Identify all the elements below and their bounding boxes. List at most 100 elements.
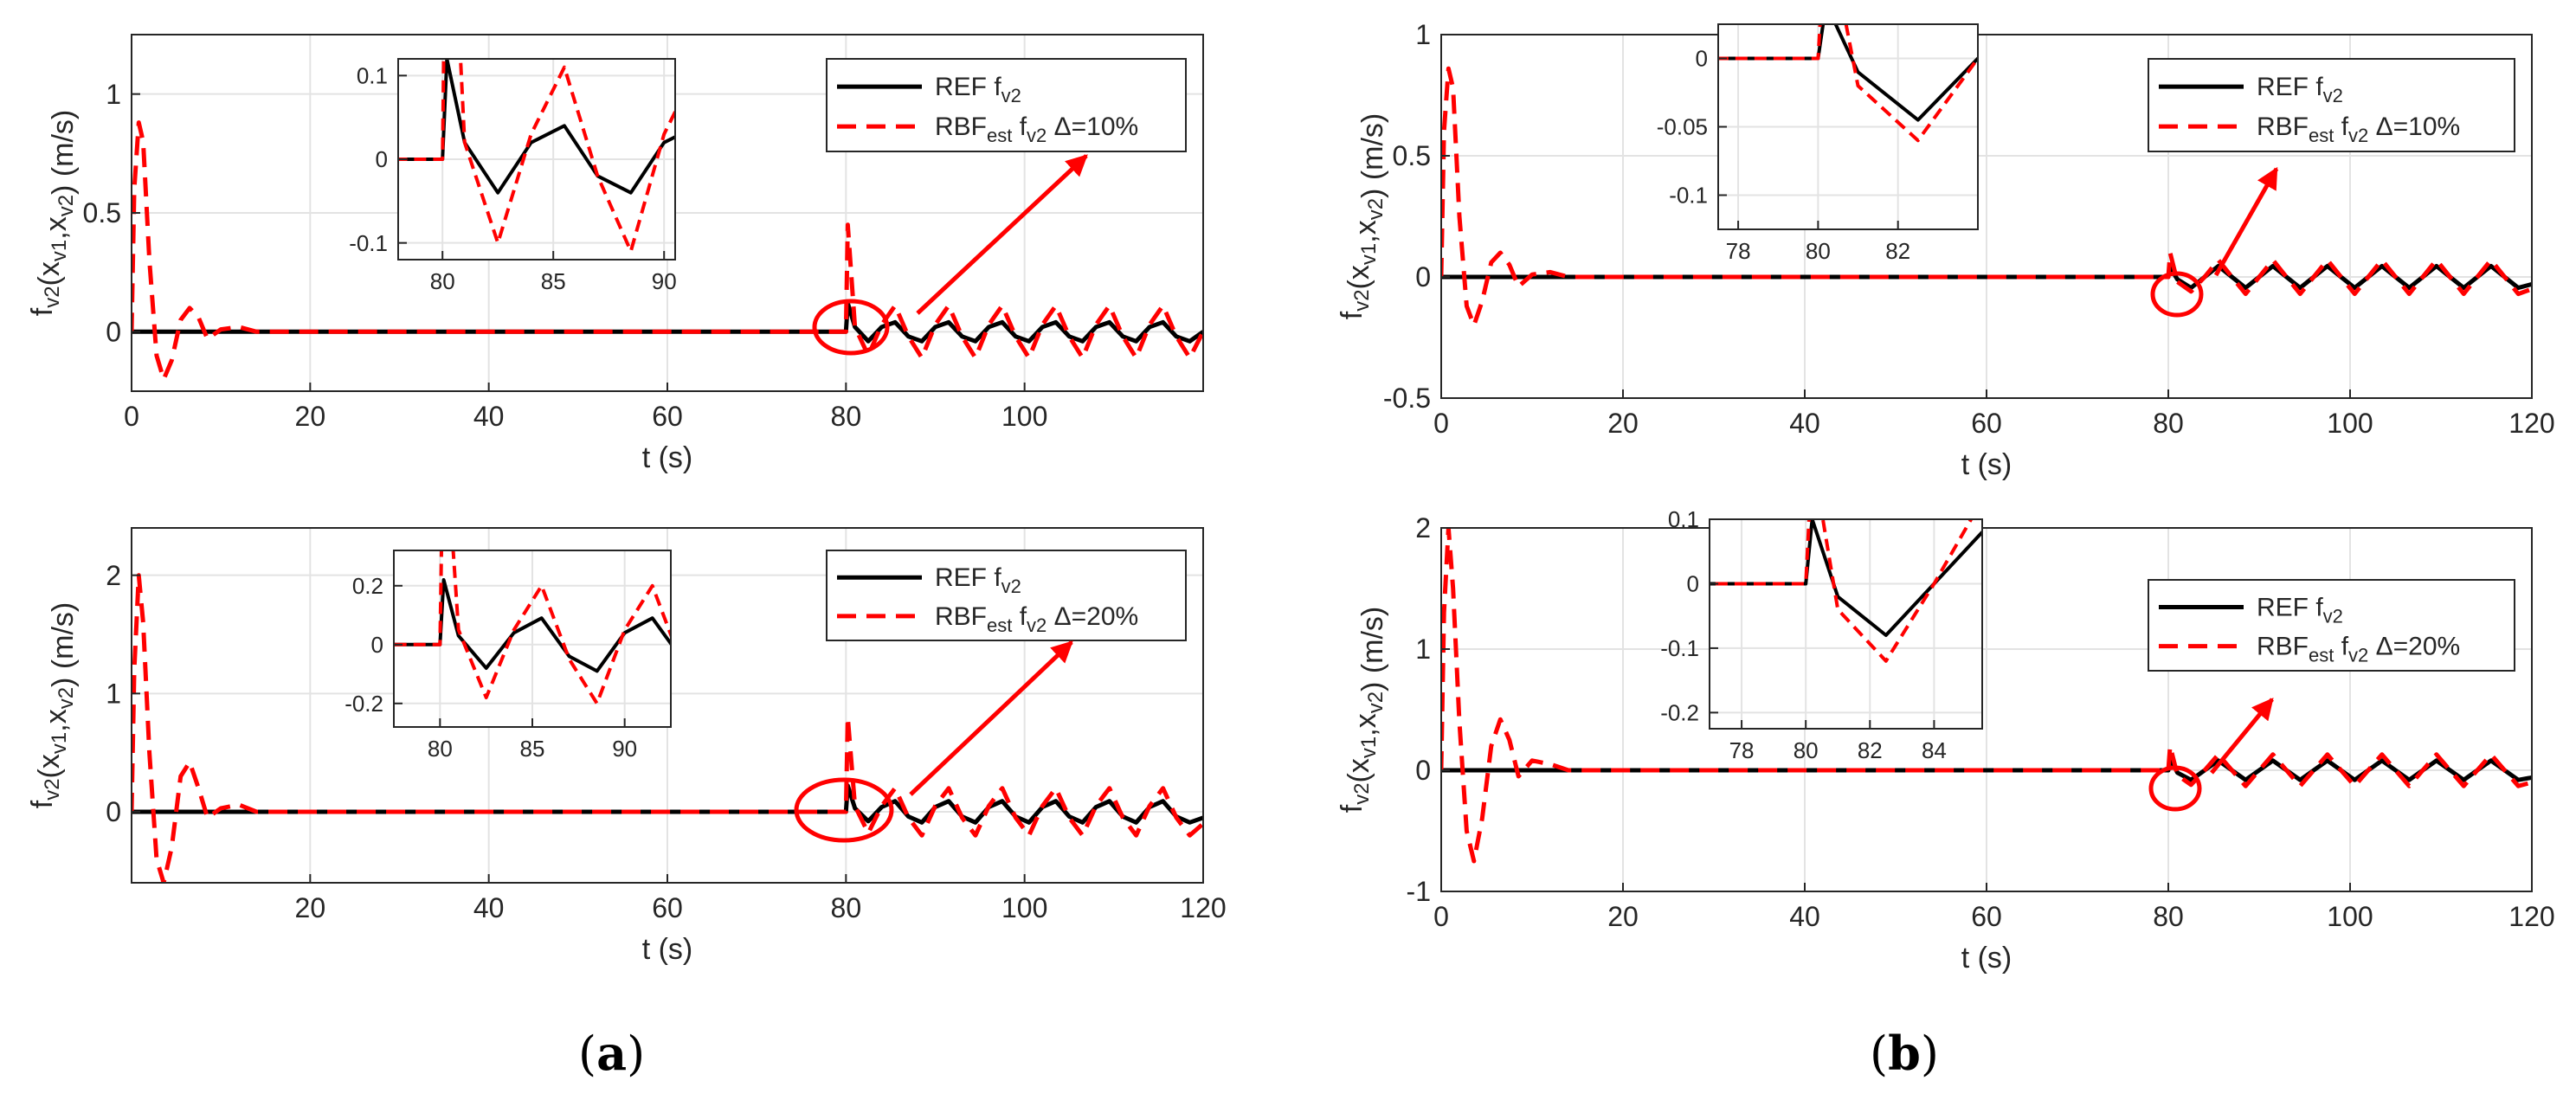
plot-3-x-axis-label: t (s) [1961,448,2012,481]
plot-4-x-tick-label: 20 [1607,901,1639,932]
plot-2-legend-label-rbf-est: RBFest fv2 Δ=20% [935,602,1138,636]
plot-3-inset-x-tick-label: 80 [1806,238,1831,264]
plot-1-y-axis-label: fv2(xv1,xv2) (m/s) [26,110,80,317]
plot-2-y-tick-label: 1 [106,679,121,710]
panel-label-a: (a) [578,1026,646,1081]
plot-4-inset-y-tick-label: 0.1 [1668,506,1699,532]
plot-3-x-tick-label: 120 [2508,408,2554,439]
plot-3-zoom-arrow [2213,166,2279,277]
plot-1-legend-box [826,58,1187,152]
plot-4-inset-x-tick-label: 84 [1922,737,1947,763]
plot-2-inset-y-tick-label: 0 [371,632,383,658]
plot-4-series-ref [1441,756,2532,782]
plot-3-x-tick-label: 40 [1789,408,1820,439]
panel-label-b: (b) [1870,1026,1939,1081]
plot-3-x-tick-label: 0 [1433,408,1449,439]
plot-4-legend-box [2148,579,2515,672]
plot-2-x-tick-label: 100 [1001,892,1047,923]
plot-1-legend-label-rbf-est: RBFest fv2 Δ=10% [935,113,1138,146]
plot-2-legend-box [826,550,1187,641]
plot-4-inset-frame [1709,518,1983,730]
plot-1-x-tick-label: 100 [1001,401,1047,432]
plot-1-inset-y-tick-label: 0 [376,146,388,172]
plot-2-inset-y-tick-label: -0.2 [345,691,383,717]
plot-2-y-tick-label: 0 [106,796,121,827]
plot-3-inset-x-tick-label: 82 [1885,238,1910,264]
plot-1-y-tick-label: 0.5 [83,197,121,228]
plot-3-series-rbf-est [1441,66,2532,328]
plot-1-y-tick-label: 0 [106,317,121,348]
plot-3-x-tick-label: 80 [2153,408,2184,439]
plot-4-y-tick-label: 0 [1415,755,1431,786]
plot-1-inset-series-rbf-est [398,59,675,254]
plot-3-legend-label-rbf-est: RBFest fv2 Δ=10% [2257,113,2460,146]
plot-1-inset-x-tick-label: 80 [430,268,455,294]
plot-4-y-tick-label: 1 [1415,634,1431,665]
plot-3-inset-x-tick-label: 78 [1726,238,1751,264]
plot-4-inset-series-rbf-est [1710,519,1974,663]
plot-4-inset-y-tick-label: 0 [1687,571,1699,597]
plot-2-inset-series-rbf-est [394,550,671,705]
plot-4-highlight-circle [2148,765,2202,812]
plot-2-highlight-circle [794,777,894,843]
plot-4-inset-y-tick-label: -0.1 [1660,635,1699,661]
plot-3-highlight-circle [2150,271,2204,318]
plot-1-highlight-circle [812,299,890,356]
plot-1-x-axis-label: t (s) [642,441,693,474]
plot-1-zoom-arrow [916,154,1088,315]
plot-1-y-tick-label: 1 [106,79,121,110]
plot-4-x-tick-label: 60 [1971,901,2002,932]
plot-2-inset-x-tick-label: 80 [428,736,453,762]
plot-1-series-ref [132,300,1203,344]
plot-4-inset-background [1710,519,1982,729]
plot-3-legend-label-ref: REF fv2 [2257,73,2343,106]
plot-3-x-tick-label: 60 [1971,408,2002,439]
plot-4-series-rbf-est [1441,528,2532,864]
plot-1-x-tick-label: 40 [473,401,505,432]
plot-1-x-tick-label: 0 [124,401,139,432]
plot-4-zoom-arrow [2210,698,2274,775]
plot-3-inset-y-tick-label: -0.1 [1669,183,1708,209]
plot-2-inset-y-tick-label: 0.2 [352,573,383,599]
plot-4-legend-label-ref: REF fv2 [2257,594,2343,627]
plot-2-inset-x-tick-label: 85 [520,736,545,762]
plot-3-legend-box [2148,58,2515,152]
plot-3-y-tick-label: 0 [1415,261,1431,293]
plot-1-inset-series-ref [398,59,675,195]
plot-1-x-tick-label: 60 [652,401,683,432]
plot-2-inset-x-tick-label: 90 [612,736,637,762]
plot-3-y-axis-label: fv2(xv1,xv2) (m/s) [1336,113,1389,320]
plot-3-inset-series-rbf-est [1718,24,1978,143]
plot-4-x-tick-label: 0 [1433,901,1449,932]
plot-1-legend-label-ref: REF fv2 [935,73,1021,106]
plot-2-x-tick-label: 120 [1180,892,1226,923]
plot-4-y-tick-label: 2 [1415,512,1431,544]
plot-3-y-tick-label: 0.5 [1393,140,1431,171]
plot-4-x-tick-label: 40 [1789,901,1820,932]
plot-1-inset-x-tick-label: 90 [652,268,677,294]
plot-1-series-rbf-est [132,120,1203,382]
plot-2-x-tick-label: 80 [831,892,862,923]
plot-4-x-tick-label: 120 [2508,901,2554,932]
plot-2-x-tick-label: 40 [473,892,505,923]
plot-1-inset-x-tick-label: 85 [541,268,566,294]
plot-1-inset-y-tick-label: 0.1 [357,62,388,88]
plot-2-x-tick-label: 60 [652,892,683,923]
plot-3-inset-y-tick-label: 0 [1696,46,1708,72]
plot-2-series-rbf-est [132,573,1203,883]
plot-3-x-tick-label: 100 [2327,408,2373,439]
plot-4-inset-y-tick-label: -0.2 [1660,699,1699,725]
plot-4-inset-x-tick-label: 80 [1794,737,1819,763]
plot-1-x-tick-label: 80 [831,401,862,432]
plot-1-inset-y-tick-label: -0.1 [349,230,388,256]
plot-4-legend-label-rbf-est: RBFest fv2 Δ=20% [2257,633,2460,666]
plot-2-legend-label-ref: REF fv2 [935,563,1021,597]
plot-2-y-tick-label: 2 [106,560,121,591]
plot-1-x-tick-label: 20 [295,401,326,432]
plot-2-y-axis-label: fv2(xv1,xv2) (m/s) [26,602,80,809]
plot-2-series-ref [132,783,1203,825]
plot-2-x-axis-label: t (s) [642,933,693,966]
plot-4-x-tick-label: 100 [2327,901,2373,932]
plot-3-y-tick-label: -0.5 [1383,383,1431,414]
